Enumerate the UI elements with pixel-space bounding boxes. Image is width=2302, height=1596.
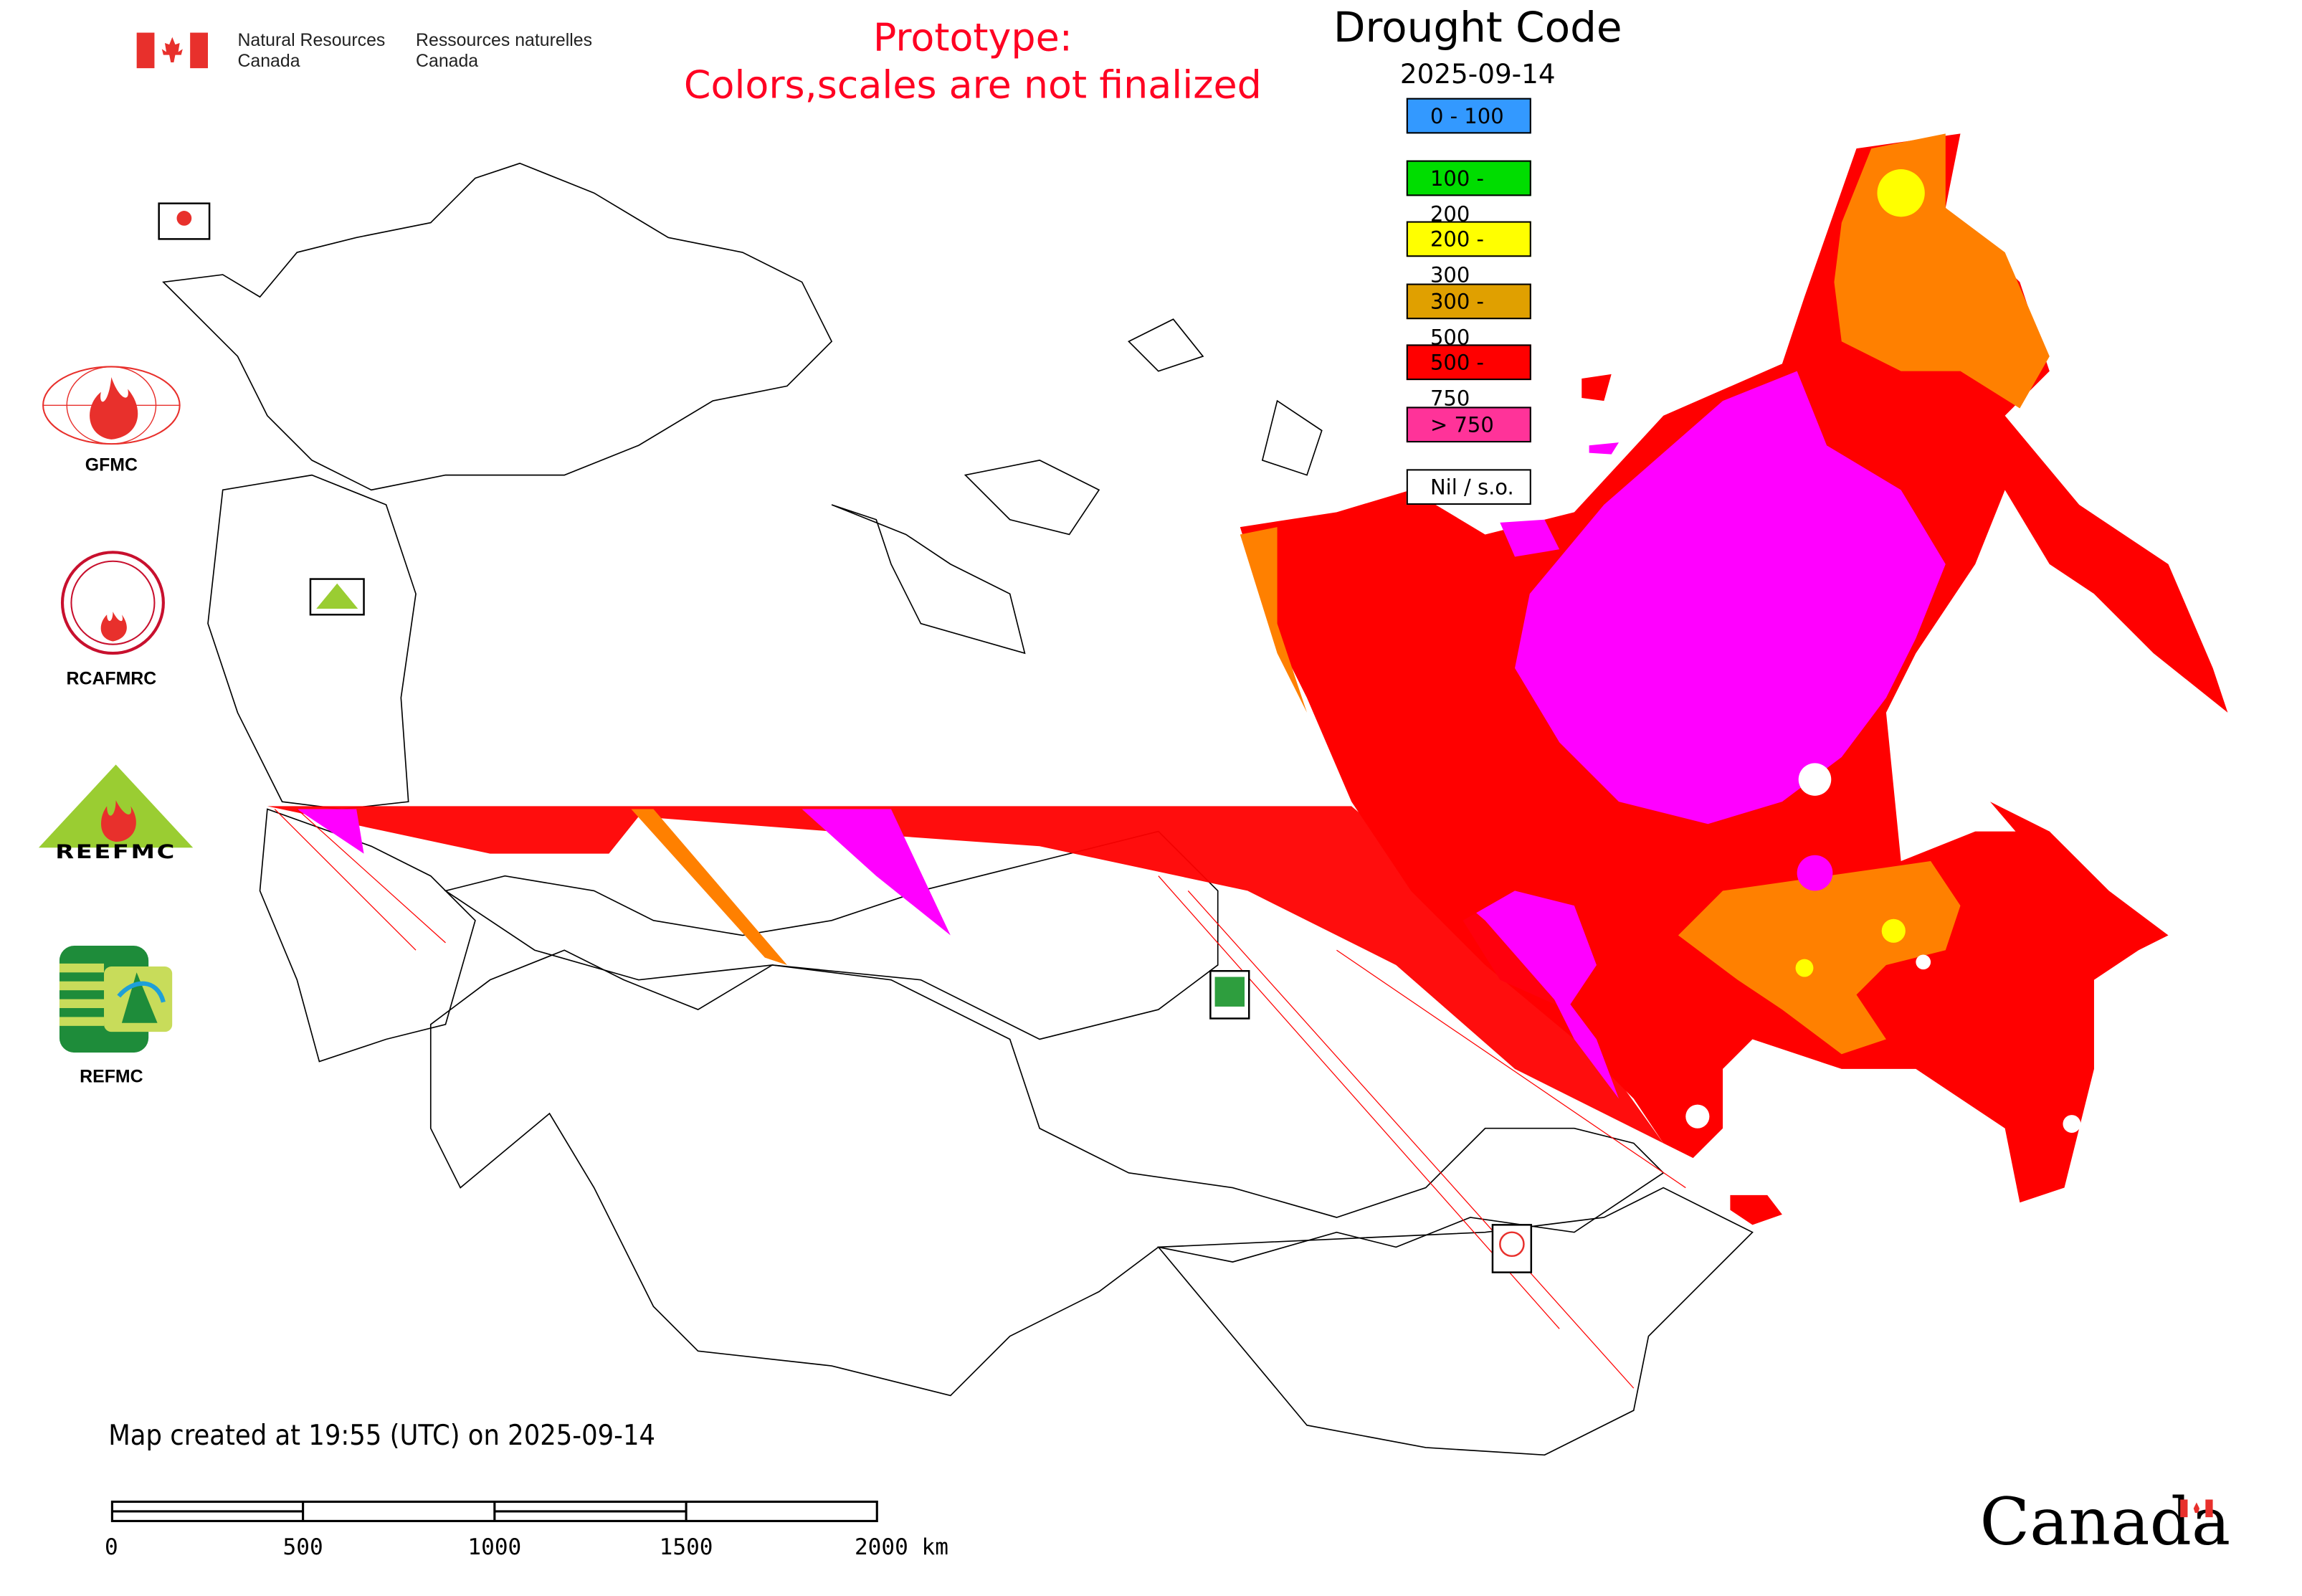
region-severe-korea bbox=[1730, 1194, 1782, 1225]
region-severe-streak-band bbox=[267, 806, 1664, 1144]
legend-title: Drought Code bbox=[1333, 3, 1622, 52]
gfmc-label: GFMC bbox=[85, 454, 138, 475]
scale-tick-2000: 2000 km bbox=[854, 1534, 948, 1561]
region-high-south bbox=[1678, 861, 1961, 1055]
legend-label: Nil / s.o. bbox=[1430, 476, 1514, 500]
prototype-line2: Colors,scales are not finalized bbox=[683, 64, 1262, 109]
legend-label: > 750 bbox=[1430, 414, 1494, 438]
legend-item-200-300: 200 - 300 bbox=[1406, 221, 1531, 288]
region-nil-spot bbox=[1685, 1104, 1710, 1129]
legend-label: 0 - 100 bbox=[1430, 105, 1504, 130]
legend-item-over-750: > 750 bbox=[1406, 407, 1531, 443]
wordmark-flag-icon bbox=[2180, 1499, 2213, 1518]
scale-tick-1500: 1500 bbox=[659, 1534, 713, 1561]
outline-southwest bbox=[259, 808, 476, 1063]
region-extreme-central bbox=[1515, 371, 1946, 825]
legend-item-0-100: 0 - 100 bbox=[1406, 98, 1531, 134]
canada-flag-icon bbox=[136, 32, 209, 69]
legend-item-300-500: 300 - 500 bbox=[1406, 283, 1531, 351]
agency-fr-line2: Canada bbox=[416, 50, 479, 72]
scale-tick-1000: 1000 bbox=[467, 1534, 522, 1561]
region-moderate-spot bbox=[1795, 959, 1814, 977]
canada-wordmark: Canada bbox=[1979, 1484, 2231, 1561]
rcafmrc-logo bbox=[60, 551, 165, 655]
streak-lines bbox=[274, 809, 1686, 1389]
outline-china-north bbox=[1157, 1187, 1754, 1456]
agency-en-line1: Natural Resources bbox=[237, 29, 386, 51]
agency-name-fr: Ressources naturelles Canada bbox=[416, 29, 592, 71]
region-moderate-spot bbox=[1881, 918, 1906, 943]
outline-west-central bbox=[207, 474, 417, 810]
prototype-line1: Prototype: bbox=[872, 16, 1072, 61]
legend-item-nil: Nil / s.o. bbox=[1406, 469, 1531, 505]
legend-date: 2025-09-14 bbox=[1399, 59, 1556, 91]
map-created-text: Map created at 19:55 (UTC) on 2025-09-14 bbox=[108, 1419, 656, 1453]
rcafmrc-label: RCAFMRC bbox=[66, 668, 157, 689]
region-nil-spot bbox=[1798, 763, 1832, 796]
reefmc-label: REEFMC bbox=[55, 842, 176, 865]
agency-name-en: Natural Resources Canada bbox=[237, 29, 385, 71]
outline-northwest bbox=[162, 162, 833, 491]
outline-mongolia bbox=[444, 830, 1219, 1040]
legend-item-500-750: 500 - 750 bbox=[1406, 344, 1531, 412]
outline-arctic-islands bbox=[831, 318, 1323, 655]
scale-tick-500: 500 bbox=[282, 1534, 323, 1561]
legend-item-100-200: 100 - 200 bbox=[1406, 160, 1531, 227]
region-moderate-north bbox=[1877, 169, 1925, 217]
scale-bar bbox=[110, 1500, 878, 1522]
agency-en-line2: Canada bbox=[237, 50, 300, 72]
reefmc-logo bbox=[38, 764, 194, 848]
country-outlines bbox=[162, 162, 1754, 1456]
region-high-streak bbox=[631, 809, 787, 965]
region-severe-kamchatka bbox=[1989, 802, 2169, 951]
gfmc-logo bbox=[42, 366, 181, 445]
region-nil-spot bbox=[1916, 954, 1931, 970]
outline-central-asia bbox=[429, 949, 1665, 1397]
region-severe-island bbox=[1582, 374, 1612, 402]
region-extreme-spot bbox=[1797, 855, 1833, 891]
agency-fr-line1: Ressources naturelles bbox=[416, 29, 593, 51]
refmc-label: REFMC bbox=[80, 1065, 143, 1087]
scale-tick-0: 0 bbox=[105, 1534, 118, 1561]
region-extreme-island bbox=[1500, 442, 1620, 557]
prototype-notice: Prototype: Colors,scales are not finaliz… bbox=[654, 15, 1293, 110]
drought-fill bbox=[267, 133, 2228, 1389]
region-high-west bbox=[1240, 527, 1308, 713]
region-nil-spot bbox=[2063, 1115, 2081, 1133]
refmc-logo bbox=[59, 946, 173, 1053]
